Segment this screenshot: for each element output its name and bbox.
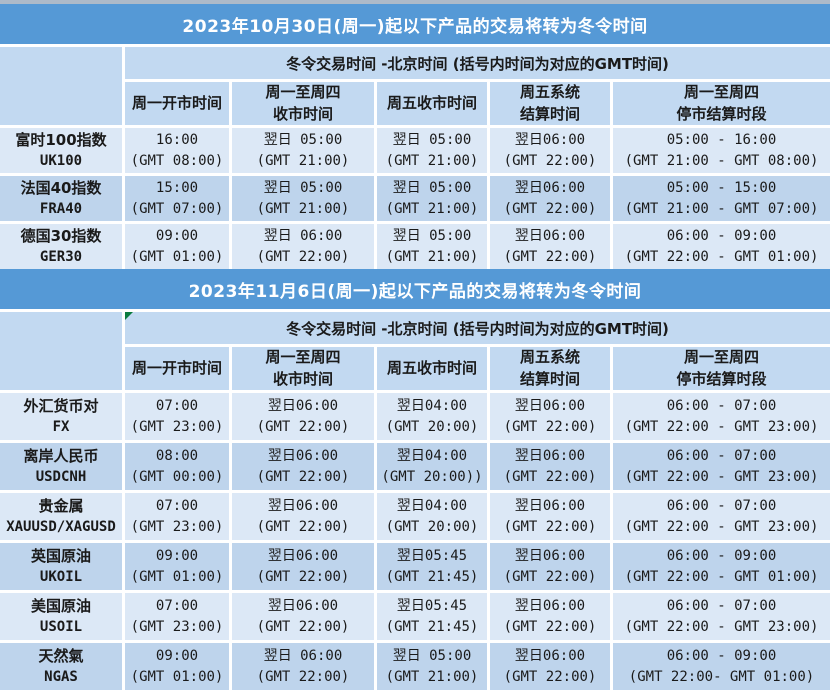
col-header-friday-settlement: 周五系统 结算时间: [490, 82, 610, 125]
time-cell: 翌日06:00 (GMT 22:00): [232, 543, 374, 590]
col-header-monday-open: 周一开市时间: [125, 82, 229, 125]
time-cell: 翌日05:45 (GMT 21:45): [377, 593, 487, 640]
section2-banner: 2023年11月6日(周一)起以下产品的交易将转为冬令时间: [0, 269, 830, 309]
merged-time-header: 冬令交易时间 -北京时间 (括号内时间为对应的GMT时间): [125, 47, 830, 79]
time-cell: 08:00 (GMT 00:00): [125, 443, 229, 490]
section1-table: 冬令交易时间 -北京时间 (括号内时间为对应的GMT时间) 周一开市时间 周一至…: [0, 47, 830, 269]
time-cell: 翌日06:00 (GMT 22:00): [490, 443, 610, 490]
time-cell: 翌日05:45 (GMT 21:45): [377, 543, 487, 590]
time-cell: 09:00 (GMT 01:00): [125, 543, 229, 590]
corner-cell: [0, 312, 122, 390]
merged-time-header: 冬令交易时间 -北京时间 (括号内时间为对应的GMT时间): [125, 312, 830, 344]
time-cell: 翌日 05:00 (GMT 21:00): [377, 128, 487, 173]
time-cell: 翌日 05:00 (GMT 21:00): [232, 128, 374, 173]
time-cell: 07:00 (GMT 23:00): [125, 593, 229, 640]
product-cell-fra40: 法国40指数 FRA40: [0, 176, 122, 221]
time-cell: 翌日06:00 (GMT 22:00): [490, 543, 610, 590]
col-header-monthu-halt: 周一至周四 停市结算时段: [613, 347, 830, 390]
time-cell: 翌日06:00 (GMT 22:00): [490, 224, 610, 269]
time-cell: 翌日06:00 (GMT 22:00): [490, 643, 610, 690]
product-cell-usdcnh: 离岸人民币 USDCNH: [0, 443, 122, 490]
section2-table: 冬令交易时间 -北京时间 (括号内时间为对应的GMT时间) 周一开市时间 周一至…: [0, 312, 830, 690]
time-cell: 05:00 - 15:00 (GMT 21:00 - GMT 07:00): [613, 176, 830, 221]
time-cell: 07:00 (GMT 23:00): [125, 393, 229, 440]
time-cell: 翌日06:00 (GMT 22:00): [232, 593, 374, 640]
col-header-friday-close: 周五收市时间: [377, 347, 487, 390]
time-cell: 16:00 (GMT 08:00): [125, 128, 229, 173]
time-cell: 06:00 - 09:00 (GMT 22:00 - GMT 01:00): [613, 543, 830, 590]
product-cell-ukoil: 英国原油 UKOIL: [0, 543, 122, 590]
time-cell: 翌日06:00 (GMT 22:00): [232, 443, 374, 490]
time-cell: 06:00 - 09:00 (GMT 22:00 - GMT 01:00): [613, 224, 830, 269]
time-cell: 06:00 - 07:00 (GMT 22:00 - GMT 23:00): [613, 593, 830, 640]
product-cell-ngas: 天然氣 NGAS: [0, 643, 122, 690]
col-header-friday-settlement: 周五系统 结算时间: [490, 347, 610, 390]
time-cell: 06:00 - 09:00 (GMT 22:00- GMT 01:00): [613, 643, 830, 690]
product-cell-usoil: 美国原油 USOIL: [0, 593, 122, 640]
time-cell: 翌日06:00 (GMT 22:00): [490, 128, 610, 173]
time-cell: 05:00 - 16:00 (GMT 21:00 - GMT 08:00): [613, 128, 830, 173]
time-cell: 翌日06:00 (GMT 22:00): [490, 176, 610, 221]
time-cell: 翌日06:00 (GMT 22:00): [490, 493, 610, 540]
time-cell: 翌日04:00 (GMT 20:00): [377, 393, 487, 440]
time-cell: 09:00 (GMT 01:00): [125, 643, 229, 690]
time-cell: 15:00 (GMT 07:00): [125, 176, 229, 221]
time-cell: 06:00 - 07:00 (GMT 22:00 - GMT 23:00): [613, 443, 830, 490]
time-cell: 翌日06:00 (GMT 22:00): [232, 393, 374, 440]
product-cell-metals: 贵金属 XAUUSD/XAGUSD: [0, 493, 122, 540]
corner-cell: [0, 47, 122, 125]
time-cell: 07:00 (GMT 23:00): [125, 493, 229, 540]
col-header-monday-open: 周一开市时间: [125, 347, 229, 390]
product-cell-ger30: 德国30指数 GER30: [0, 224, 122, 269]
time-cell: 翌日 05:00 (GMT 21:00): [377, 224, 487, 269]
time-cell: 06:00 - 07:00 (GMT 22:00 - GMT 23:00): [613, 493, 830, 540]
window-top-edge: [0, 0, 830, 4]
time-cell: 09:00 (GMT 01:00): [125, 224, 229, 269]
time-cell: 翌日06:00 (GMT 22:00): [490, 593, 610, 640]
product-cell-uk100: 富时100指数 UK100: [0, 128, 122, 173]
product-cell-fx: 外汇货币对 FX: [0, 393, 122, 440]
col-header-monthu-close: 周一至周四 收市时间: [232, 347, 374, 390]
time-cell: 翌日 06:00 (GMT 22:00): [232, 643, 374, 690]
col-header-monthu-close: 周一至周四 收市时间: [232, 82, 374, 125]
section1-banner-title: 2023年10月30日(周一)起以下产品的交易将转为冬令时间: [182, 16, 648, 37]
time-cell: 06:00 - 07:00 (GMT 22:00 - GMT 23:00): [613, 393, 830, 440]
time-cell: 翌日06:00 (GMT 22:00): [232, 493, 374, 540]
time-cell: 翌日04:00 (GMT 20:00)): [377, 443, 487, 490]
time-cell: 翌日 06:00 (GMT 22:00): [232, 224, 374, 269]
time-cell: 翌日 05:00 (GMT 21:00): [377, 643, 487, 690]
time-cell: 翌日06:00 (GMT 22:00): [490, 393, 610, 440]
col-header-monthu-halt: 周一至周四 停市结算时段: [613, 82, 830, 125]
time-cell: 翌日04:00 (GMT 20:00): [377, 493, 487, 540]
section2-banner-title: 2023年11月6日(周一)起以下产品的交易将转为冬令时间: [188, 281, 642, 302]
comment-marker-icon: [125, 312, 133, 320]
time-cell: 翌日 05:00 (GMT 21:00): [232, 176, 374, 221]
time-cell: 翌日 05:00 (GMT 21:00): [377, 176, 487, 221]
col-header-friday-close: 周五收市时间: [377, 82, 487, 125]
section1-banner: 2023年10月30日(周一)起以下产品的交易将转为冬令时间: [0, 4, 830, 44]
